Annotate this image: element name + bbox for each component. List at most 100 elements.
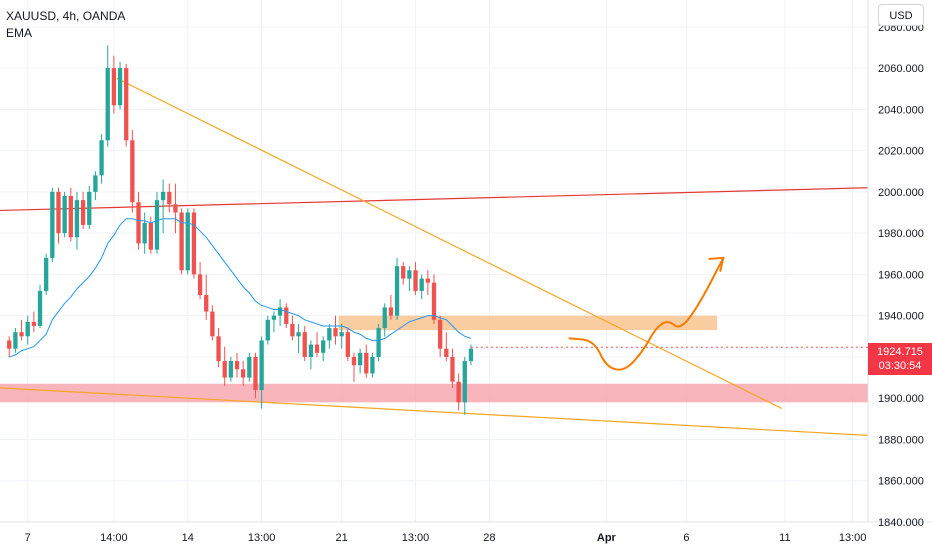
last-price-value: 1924.715 [877,346,923,358]
candle-body [191,212,197,275]
candle-body [167,191,172,205]
candle-body [25,321,30,337]
x-tick-label: 28 [483,532,495,544]
candle-body [394,266,400,316]
grid [0,0,868,523]
candle-body [37,290,43,326]
price-axis-bg [868,0,932,550]
y-tick-label: 1940.000 [878,311,924,323]
candle-body [370,356,375,374]
candle-body [136,202,141,244]
candle-body [277,307,283,316]
x-tick-label: 6 [683,532,689,544]
candle-body [173,204,178,213]
x-tick-label: Apr [597,532,617,544]
candle-body [259,340,264,390]
candle-body [247,356,252,378]
y-tick-label: 1960.000 [878,269,924,281]
x-tick-label: 13:00 [248,532,276,544]
candle-body [105,68,110,141]
candle-body [271,315,277,320]
candle-body [314,344,320,353]
x-tick-label: 13:00 [402,532,430,544]
candle-body [425,278,430,283]
x-tick-label: 14:00 [100,532,128,544]
candles [7,45,474,415]
candle-body [160,191,166,201]
candle-body [13,332,18,349]
candle-body [50,191,55,258]
x-tick-label: 14 [182,532,194,544]
symbol-title[interactable]: XAUUSD, 4h, OANDA [6,9,126,23]
projection-path [568,256,725,371]
ema-polyline [9,218,472,358]
candle-body [253,356,258,390]
ema-line [9,218,472,358]
candle-body [468,348,474,362]
candle-body [228,361,234,378]
candle-body [296,332,301,337]
candle-body [407,270,412,279]
candle-body [117,68,123,106]
candle-body [321,340,326,353]
x-tick-label: 7 [25,532,31,544]
candle-body [222,361,227,378]
candle-body [204,295,209,312]
candle-body [56,191,61,234]
candle-body [80,200,86,225]
candle-body [99,140,104,176]
candle-body [111,68,117,106]
y-tick-label: 2020.000 [878,146,924,158]
candle-body [376,328,381,357]
candle-body [7,340,12,349]
candle-body [345,332,350,357]
y-tick-label: 1900.000 [878,393,924,405]
zones [0,315,868,403]
candle-body [431,282,437,320]
candle-body [87,191,92,225]
candle-body [197,274,203,296]
y-tick-label: 1860.000 [878,476,924,488]
candle-body [210,311,215,337]
candle-body [31,321,37,326]
projection-arrowhead [708,256,725,272]
candle-body [142,222,147,244]
supply-zone [338,315,718,331]
candle-body [302,332,307,357]
indicator-label[interactable]: EMA [6,26,33,40]
candle-body [333,328,338,337]
upper-trend-line [116,77,783,410]
y-tick-label: 2000.000 [878,187,924,199]
candle-body [44,257,49,291]
candle-body [308,344,314,357]
candle-body [148,222,153,250]
currency-button[interactable]: USD [878,4,924,26]
candle-body [462,361,467,403]
candle-body [450,356,455,382]
candle-body [327,328,332,341]
y-tick-label: 2040.000 [878,104,924,116]
resistance-line [0,187,869,212]
candle-body [388,307,394,316]
bar-countdown: 03:30:54 [878,360,922,372]
last-price-tag: 1924.715 03:30:54 [868,343,932,375]
candle-body [234,361,240,370]
candle-body [419,278,424,291]
candle-body [351,356,357,366]
candle-body [265,319,270,341]
candle-body [339,332,344,337]
candle-body [93,175,98,192]
candle-body [401,266,406,279]
candle-body [357,352,363,366]
candle-body [68,196,73,238]
x-tick-label: 11 [779,532,790,544]
candle-body [290,323,295,337]
candle-body [74,200,80,238]
y-tick-label: 1980.000 [878,228,924,240]
candle-body [438,319,443,349]
candle-body [130,140,135,203]
y-tick-label: 1840.000 [878,517,924,529]
